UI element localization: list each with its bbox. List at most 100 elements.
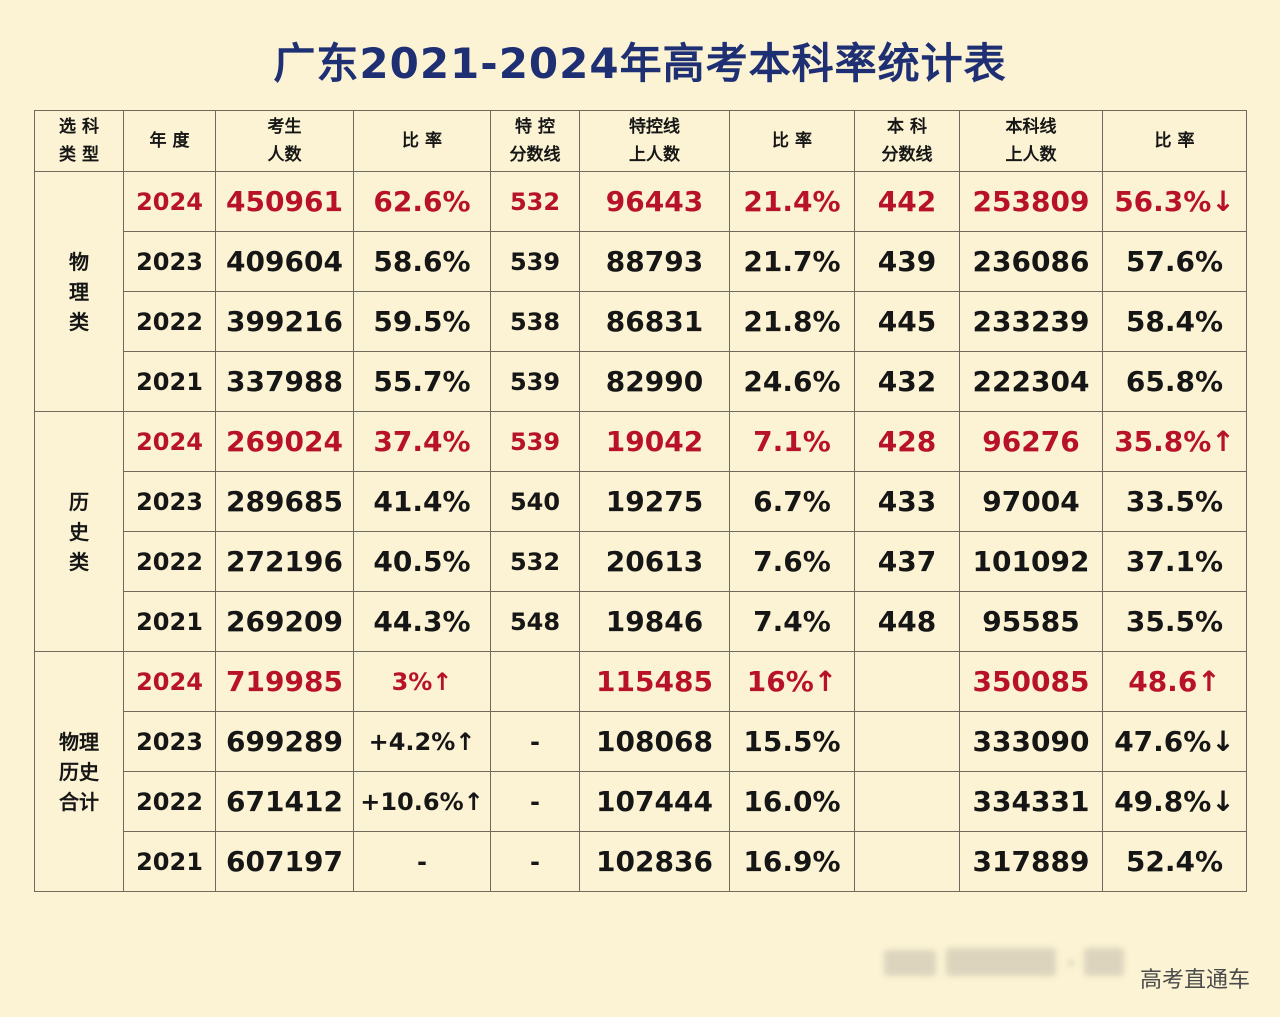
header-line: 年 度: [149, 131, 190, 151]
cell-year: 2022: [123, 291, 216, 352]
cell-tk-rate: 7.4%: [729, 591, 855, 652]
cell-bk-rate: 33.5%: [1102, 471, 1247, 532]
cell-year: 2024: [123, 411, 216, 472]
header-subject-type: 选 科类 型: [34, 110, 124, 172]
cell-year: 2023: [123, 471, 216, 532]
cell-bk-count: 333090: [959, 711, 1103, 772]
cell-tk-rate: 16%↑: [729, 651, 855, 712]
cell-tk-count: 107444: [579, 771, 730, 832]
cell-tk-line: [490, 651, 580, 712]
header-bk-rate: 比 率: [1102, 110, 1247, 172]
cell-bk-line: 439: [854, 231, 960, 292]
cell-tk-line: 540: [490, 471, 580, 532]
cell-count: 607197: [215, 831, 354, 892]
cell-bk-line: 448: [854, 591, 960, 652]
header-line: 分数线: [881, 145, 933, 165]
header-line: 比 率: [772, 131, 812, 151]
cell-rate: 58.6%: [353, 231, 491, 292]
cell-count: 289685: [215, 471, 354, 532]
cell-bk-rate: 35.8%↑: [1102, 411, 1247, 472]
cell-year: 2024: [123, 651, 216, 712]
group-label: 物理 历史 合计: [34, 651, 124, 892]
cell-count: 450961: [215, 171, 354, 232]
header-line: 比 率: [402, 131, 442, 151]
cell-bk-count: 253809: [959, 171, 1103, 232]
table-header-row: 选 科类 型年 度考生 人数比 率特 控分数线 特控线 上人数比 率本 科分数线 本科线…: [34, 110, 1247, 172]
cell-tk-line: -: [490, 831, 580, 892]
group-label-line: 类: [69, 309, 89, 334]
cell-bk-line: 432: [854, 351, 960, 412]
cell-bk-rate: 47.6%↓: [1102, 711, 1247, 772]
cell-rate: -: [353, 831, 491, 892]
header-line: 类 型: [59, 145, 99, 165]
header-tk-line: 特 控分数线: [490, 110, 580, 172]
header-rate: 比 率: [353, 110, 491, 172]
cell-year: 2021: [123, 591, 216, 652]
header-line: 比 率: [1154, 131, 1195, 151]
cell-bk-count: 95585: [959, 591, 1103, 652]
cell-bk-rate: 52.4%: [1102, 831, 1247, 892]
cell-bk-count: 101092: [959, 531, 1103, 592]
cell-tk-count: 19042: [579, 411, 730, 472]
cell-tk-count: 20613: [579, 531, 730, 592]
cell-rate: 59.5%: [353, 291, 491, 352]
cell-rate: 40.5%: [353, 531, 491, 592]
cell-tk-rate: 16.0%: [729, 771, 855, 832]
header-tk-rate: 比 率: [729, 110, 855, 172]
cell-tk-line: 539: [490, 231, 580, 292]
header-tk-count: 特控线 上人数: [579, 110, 730, 172]
cell-tk-line: 539: [490, 351, 580, 412]
cell-year: 2021: [123, 831, 216, 892]
header-line: 上人数: [629, 145, 680, 165]
cell-bk-count: 317889: [959, 831, 1103, 892]
cell-tk-line: 532: [490, 171, 580, 232]
cell-bk-line: 437: [854, 531, 960, 592]
cell-rate: 62.6%: [353, 171, 491, 232]
header-line: 本 科: [887, 117, 927, 137]
cell-bk-count: 334331: [959, 771, 1103, 832]
cell-year: 2022: [123, 771, 216, 832]
table-row: 2022 671412 +10.6%↑ -107444 16.0% 334331 49.8%…: [35, 771, 1247, 832]
cell-rate: 3%↑: [353, 651, 491, 712]
cell-bk-line: 433: [854, 471, 960, 532]
cell-bk-rate: 48.6↑: [1102, 651, 1247, 712]
cell-count: 269209: [215, 591, 354, 652]
cell-bk-line: [854, 831, 960, 892]
page-title: 广东2021-2024年高考本科率统计表: [273, 39, 1007, 88]
table-row: 历史类 2024 269024 37.4% 539 19042 7.1% 428 96276 35…: [34, 411, 1247, 652]
cell-tk-rate: 15.5%: [729, 711, 855, 772]
cell-tk-rate: 21.7%: [729, 231, 855, 292]
group-label-line: 类: [69, 549, 89, 574]
header-bk-count: 本科线 上人数: [959, 110, 1103, 172]
cell-count: 269024: [215, 411, 354, 472]
cell-tk-line: 532: [490, 531, 580, 592]
header-line: 上人数: [1005, 145, 1057, 165]
cell-tk-count: 82990: [579, 351, 730, 412]
table-row: 物理 历史 合计 2024 719985 3%↑ 115485 16%↑ 350085 48.6↑: [34, 651, 1247, 892]
table-row: 2022 272196 40.5% 532 20613 7.6% 437 101092 37.1…: [35, 531, 1247, 592]
cell-tk-count: 19275: [579, 471, 730, 532]
cell-rate: 55.7%: [353, 351, 491, 412]
header-line: 人数: [267, 145, 302, 165]
cell-bk-rate: 65.8%: [1102, 351, 1247, 412]
cell-count: 409604: [215, 231, 354, 292]
cell-tk-rate: 21.8%: [729, 291, 855, 352]
header-bk-line: 本 科分数线: [854, 110, 960, 172]
stats-table: 选 科类 型年 度考生 人数比 率特 控分数线 特控线 上人数比 率本 科分数线 本科线…: [34, 110, 1247, 892]
group-label-line: 物: [69, 249, 89, 274]
group-label-line: 历史: [59, 759, 99, 784]
cell-tk-line: -: [490, 771, 580, 832]
cell-bk-count: 233239: [959, 291, 1103, 352]
group-label: 物理类: [34, 171, 124, 412]
cell-bk-rate: 56.3%↓: [1102, 171, 1247, 232]
cell-rate: 41.4%: [353, 471, 491, 532]
cell-count: 399216: [215, 291, 354, 352]
cell-tk-count: 86831: [579, 291, 730, 352]
cell-bk-count: 350085: [959, 651, 1103, 712]
header-line: 特控线: [629, 117, 680, 137]
cell-tk-rate: 21.4%: [729, 171, 855, 232]
cell-tk-rate: 16.9%: [729, 831, 855, 892]
group-label: 历史类: [34, 411, 124, 652]
table-row: 2021 607197- -102836 16.9% 317889 52.4%: [35, 831, 1247, 892]
table-row: 2023 409604 58.6% 539 88793 21.7% 439 236086 57.…: [35, 231, 1247, 292]
